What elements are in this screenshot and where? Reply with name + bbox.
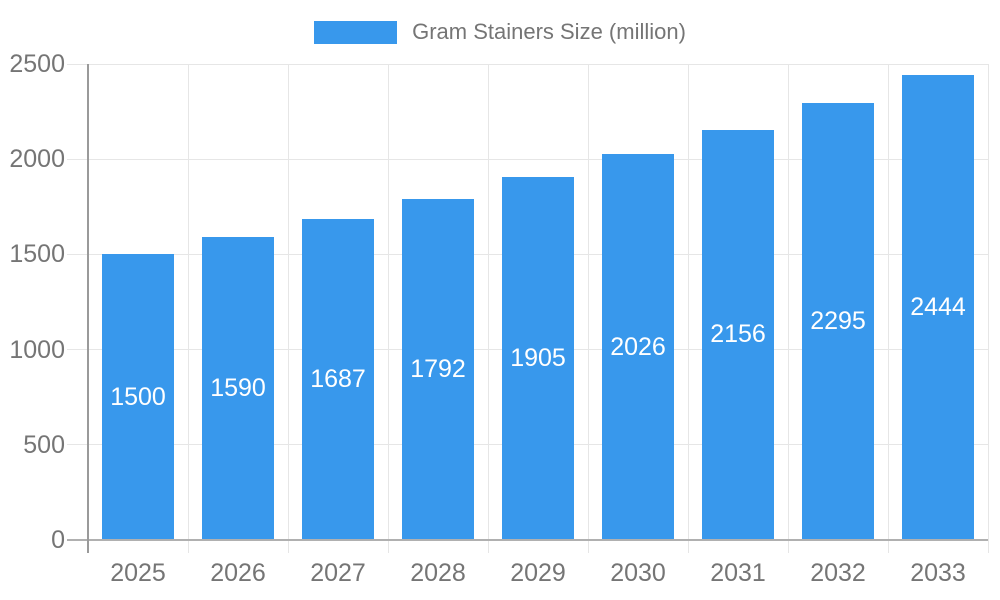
bar-value-label: 2295 <box>810 307 866 336</box>
x-tick-label: 2033 <box>910 559 966 587</box>
bar-2025[interactable]: 1500 <box>102 254 174 540</box>
x-tick-label: 2031 <box>710 559 766 587</box>
bar-2027[interactable]: 1687 <box>302 218 374 540</box>
category-gridline <box>787 64 789 553</box>
category-gridline <box>487 64 489 553</box>
category-gridline <box>187 64 189 553</box>
category-gridline <box>387 64 389 553</box>
y-tick-label: 2500 <box>9 50 65 78</box>
category-gridline <box>687 64 689 553</box>
legend-swatch <box>314 20 398 44</box>
bar-2028[interactable]: 1792 <box>402 198 474 540</box>
y-axis-line <box>87 64 89 553</box>
x-tick-label: 2027 <box>310 559 366 587</box>
legend[interactable]: Gram Stainers Size (million) <box>0 19 1000 45</box>
category-gridline <box>587 64 589 553</box>
y-tick-label: 1000 <box>9 335 65 364</box>
bar-value-label: 1687 <box>310 364 366 393</box>
bar-value-label: 2026 <box>610 332 666 361</box>
y-tick-label: 500 <box>23 430 65 459</box>
y-gridline <box>67 158 988 160</box>
y-tick-label: 2000 <box>9 145 65 174</box>
plot-area: 1500 1590 1687 1792 1905 2026 2156 2295 2444 <box>67 63 989 553</box>
bar-value-label: 1590 <box>210 374 266 403</box>
bar-value-label: 1792 <box>410 354 466 383</box>
bar-2032[interactable]: 2295 <box>802 103 874 540</box>
y-gridline <box>67 63 988 65</box>
category-gridline <box>287 64 289 553</box>
bar-2029[interactable]: 1905 <box>502 177 574 540</box>
x-tick-label: 2032 <box>810 559 866 587</box>
bar-value-label: 1905 <box>510 344 566 373</box>
bar-2030[interactable]: 2026 <box>602 154 674 540</box>
bar-2033[interactable]: 2444 <box>902 74 974 540</box>
bar-2026[interactable]: 1590 <box>202 237 274 540</box>
legend-label: Gram Stainers Size (million) <box>412 19 686 44</box>
bar-value-label: 1500 <box>110 382 166 411</box>
bar-value-label: 2444 <box>910 292 966 321</box>
bar-2031[interactable]: 2156 <box>702 129 774 540</box>
category-gridline <box>887 64 889 553</box>
y-tick-label: 1500 <box>9 240 65 269</box>
category-gridline <box>987 64 989 553</box>
bar-value-label: 2156 <box>710 320 766 349</box>
x-tick-label: 2025 <box>110 559 166 587</box>
x-tick-label: 2029 <box>510 559 566 587</box>
x-tick-label: 2030 <box>610 559 666 587</box>
y-tick-label: 0 <box>51 526 65 554</box>
x-tick-label: 2028 <box>410 559 466 587</box>
x-axis-baseline <box>67 539 988 541</box>
x-tick-label: 2026 <box>210 559 266 587</box>
